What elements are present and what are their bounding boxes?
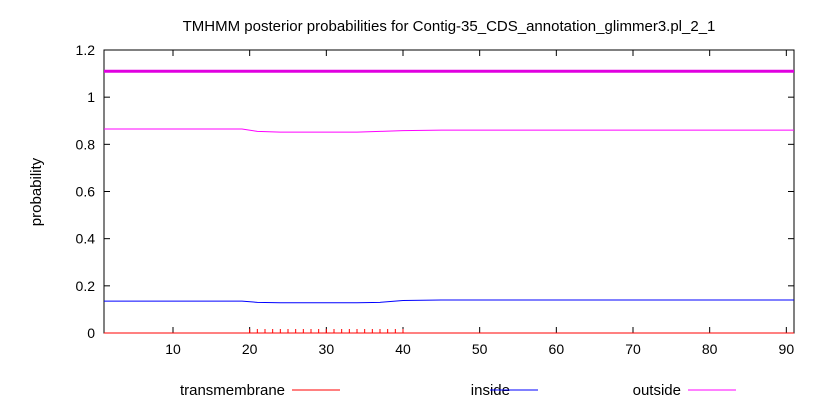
x-tick-label: 60 (549, 341, 565, 357)
y-axis-label: probability (28, 157, 45, 226)
plot-area (103, 49, 795, 334)
x-tick-label: 70 (625, 341, 641, 357)
x-tick-label: 20 (242, 341, 258, 357)
y-tick-label: 1.2 (76, 42, 96, 58)
series-layer (104, 69, 794, 334)
x-axis: 10 20 30 40 50 60 70 80 90 (165, 50, 794, 357)
y-axis: 0 0.2 0.4 0.6 0.8 1 1.2 (76, 42, 794, 341)
y-tick-label: 0.8 (76, 136, 96, 152)
y-tick-label: 0.4 (76, 231, 96, 247)
x-tick-label: 80 (702, 341, 718, 357)
y-tick-label: 0 (87, 325, 95, 341)
series-line-outside (104, 128, 794, 133)
y-tick-label: 0.6 (76, 184, 96, 200)
x-tick-label: 50 (472, 341, 488, 357)
x-tick-label: 10 (165, 341, 181, 357)
y-tick-label: 1 (87, 89, 95, 105)
plot-frame (103, 49, 795, 334)
legend: transmembrane inside outside (180, 382, 736, 399)
legend-label-transmembrane: transmembrane (180, 382, 285, 399)
x-tick-label: 30 (319, 341, 335, 357)
legend-label-outside: outside (633, 382, 681, 399)
x-tick-label: 90 (779, 341, 795, 357)
x-tick-label: 40 (395, 341, 411, 357)
chart-title: TMHMM posterior probabilities for Contig… (183, 18, 716, 35)
y-tick-label: 0.2 (76, 278, 96, 294)
series-line-inside (104, 299, 794, 304)
